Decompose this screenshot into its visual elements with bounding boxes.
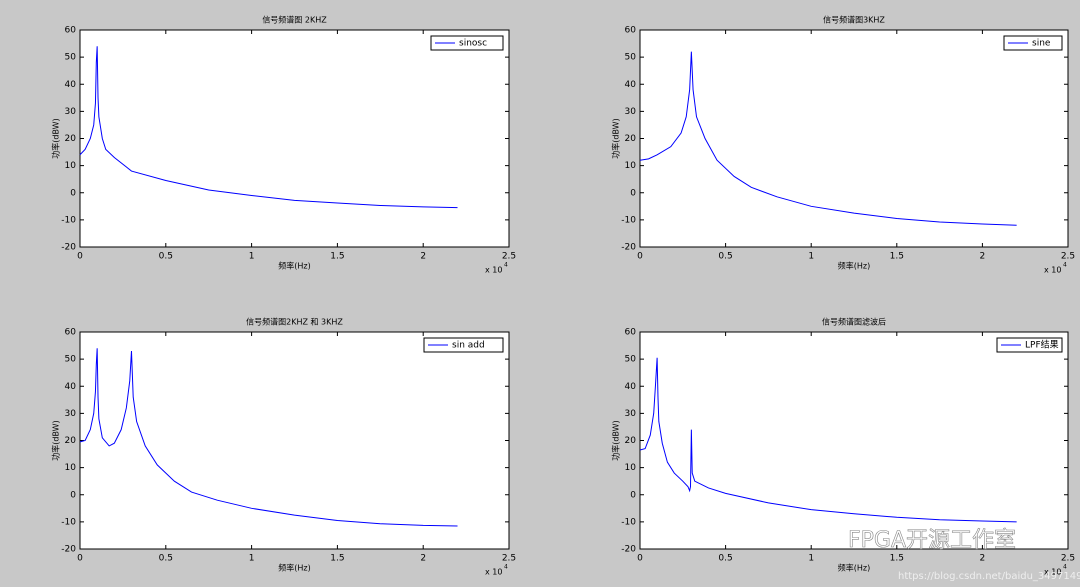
x-exponent: 4 bbox=[1063, 564, 1067, 571]
plot-area bbox=[639, 29, 1069, 248]
y-tick-label: 40 bbox=[65, 382, 77, 392]
y-tick-label: 0 bbox=[630, 188, 636, 198]
x-tick-label: 0 bbox=[637, 554, 643, 564]
x-tick-label: 1.5 bbox=[890, 252, 904, 262]
x-multiplier: x 10 bbox=[1044, 266, 1061, 275]
x-tick-label: 1 bbox=[808, 554, 814, 564]
y-tick-label: 10 bbox=[65, 463, 77, 473]
y-tick-label: 40 bbox=[65, 80, 77, 90]
x-exponent: 4 bbox=[1063, 262, 1067, 269]
y-tick-label: 50 bbox=[625, 53, 637, 63]
y-tick-label: -10 bbox=[61, 215, 76, 225]
y-tick-label: 0 bbox=[630, 490, 636, 500]
data-line bbox=[639, 51, 1017, 226]
x-tick-label: 0.5 bbox=[159, 252, 173, 262]
y-tick-label: 50 bbox=[65, 53, 77, 63]
chart-title: 信号频谱图滤波后 bbox=[822, 317, 886, 327]
y-axis-label: 功率(dBW) bbox=[51, 118, 61, 158]
chart-title: 信号频谱图3KHZ bbox=[823, 15, 885, 25]
x-multiplier: x 10 bbox=[485, 568, 502, 577]
legend-label: sin add bbox=[452, 341, 485, 351]
x-tick-label: 0.5 bbox=[159, 554, 173, 564]
x-axis-label: 频率(Hz) bbox=[838, 563, 870, 573]
x-tick-label: 0.5 bbox=[718, 554, 732, 564]
source-url: https://blog.csdn.net/baidu_34971492 bbox=[898, 571, 1080, 582]
y-tick-label: 60 bbox=[625, 26, 637, 36]
y-tick-label: 20 bbox=[625, 436, 637, 446]
plot-area bbox=[79, 29, 510, 248]
y-tick-label: 30 bbox=[625, 107, 637, 117]
x-tick-label: 1 bbox=[808, 252, 814, 262]
y-tick-label: 0 bbox=[70, 490, 76, 500]
y-tick-label: -10 bbox=[621, 517, 636, 527]
y-tick-label: -10 bbox=[61, 517, 76, 527]
x-tick-label: 0 bbox=[637, 252, 643, 262]
y-tick-label: -20 bbox=[61, 545, 76, 555]
x-tick-label: 1.5 bbox=[330, 252, 344, 262]
y-tick-label: -20 bbox=[621, 545, 636, 555]
y-tick-label: 50 bbox=[625, 355, 637, 365]
y-tick-label: -10 bbox=[621, 215, 636, 225]
x-tick-label: 2.5 bbox=[502, 554, 516, 564]
x-axis-label: 频率(Hz) bbox=[278, 563, 310, 573]
x-tick-label: 0.5 bbox=[718, 252, 732, 262]
x-tick-label: 2 bbox=[420, 252, 426, 262]
x-tick-label: 1 bbox=[249, 252, 255, 262]
y-tick-label: 0 bbox=[70, 188, 76, 198]
x-exponent: 4 bbox=[504, 564, 508, 571]
legend-label: sine bbox=[1032, 39, 1051, 49]
y-tick-label: 40 bbox=[625, 80, 637, 90]
x-multiplier: x 10 bbox=[1044, 568, 1061, 577]
plot-area bbox=[79, 331, 510, 550]
x-axis-label: 频率(Hz) bbox=[838, 261, 870, 271]
data-line bbox=[639, 357, 1017, 523]
x-tick-label: 1 bbox=[249, 554, 255, 564]
y-tick-label: 20 bbox=[65, 436, 77, 446]
x-tick-label: 2 bbox=[420, 554, 426, 564]
y-tick-label: 20 bbox=[625, 134, 637, 144]
y-tick-label: 30 bbox=[65, 107, 77, 117]
y-axis-label: 功率(dBW) bbox=[51, 420, 61, 460]
y-tick-label: 30 bbox=[65, 409, 77, 419]
y-tick-label: 10 bbox=[625, 463, 637, 473]
data-line bbox=[79, 348, 458, 527]
legend-box bbox=[1003, 35, 1063, 51]
y-tick-label: -20 bbox=[621, 243, 636, 253]
plot-area bbox=[639, 331, 1069, 550]
y-tick-label: 60 bbox=[65, 26, 77, 36]
legend-box bbox=[423, 337, 504, 353]
y-tick-label: 50 bbox=[65, 355, 77, 365]
data-line bbox=[79, 46, 458, 209]
x-tick-label: 2 bbox=[980, 252, 986, 262]
y-tick-label: 10 bbox=[65, 161, 77, 171]
legend-box bbox=[996, 337, 1063, 353]
y-axis-label: 功率(dBW) bbox=[611, 118, 621, 158]
x-tick-label: 1.5 bbox=[890, 554, 904, 564]
x-tick-label: 2.5 bbox=[502, 252, 516, 262]
x-tick-label: 2.5 bbox=[1061, 252, 1075, 262]
x-axis-label: 频率(Hz) bbox=[278, 261, 310, 271]
x-tick-label: 0 bbox=[77, 554, 83, 564]
chart-title: 信号频谱图2KHZ 和 3KHZ bbox=[246, 317, 343, 327]
y-tick-label: 40 bbox=[625, 382, 637, 392]
x-tick-label: 2 bbox=[980, 554, 986, 564]
x-tick-label: 1.5 bbox=[330, 554, 344, 564]
watermark: FPGA开源工作室 bbox=[848, 528, 1016, 553]
x-exponent: 4 bbox=[504, 262, 508, 269]
y-tick-label: 60 bbox=[625, 328, 637, 338]
y-tick-label: 30 bbox=[625, 409, 637, 419]
y-axis-label: 功率(dBW) bbox=[611, 420, 621, 460]
legend-label: sinosc bbox=[459, 39, 487, 49]
chart-title: 信号频谱图 2KHZ bbox=[262, 15, 327, 25]
x-tick-label: 0 bbox=[77, 252, 83, 262]
x-tick-label: 2.5 bbox=[1061, 554, 1075, 564]
y-tick-label: 20 bbox=[65, 134, 77, 144]
x-multiplier: x 10 bbox=[485, 266, 502, 275]
y-tick-label: 60 bbox=[65, 328, 77, 338]
y-tick-label: 10 bbox=[625, 161, 637, 171]
legend-label: LPF结果 bbox=[1025, 339, 1059, 351]
legend-box bbox=[430, 35, 504, 51]
y-tick-label: -20 bbox=[61, 243, 76, 253]
